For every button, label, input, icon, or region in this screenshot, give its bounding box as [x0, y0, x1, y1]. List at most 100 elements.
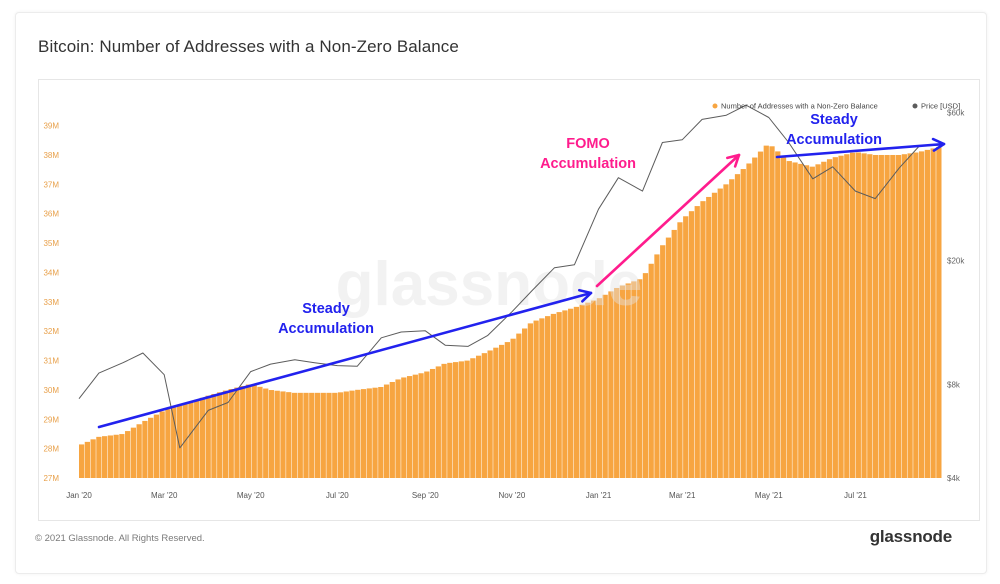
bar — [763, 145, 769, 478]
bar — [844, 154, 850, 478]
bar — [245, 384, 252, 478]
footer-copyright: © 2021 Glassnode. All Rights Reserved. — [35, 533, 205, 544]
x-tick-label: Jul '20 — [326, 491, 349, 500]
bar — [355, 389, 361, 478]
bar — [562, 310, 568, 478]
bar — [96, 436, 102, 478]
bar — [924, 149, 930, 478]
y-right-tick-label: $20k — [947, 257, 965, 266]
bar — [746, 163, 752, 478]
bar — [550, 313, 557, 478]
bar — [291, 392, 298, 478]
bar — [268, 390, 275, 478]
bar — [734, 174, 741, 478]
bar — [677, 222, 683, 478]
bar — [913, 152, 919, 478]
bar — [757, 151, 764, 478]
y-left-tick-label: 27M — [43, 474, 59, 483]
bar — [470, 358, 476, 478]
bar — [907, 153, 913, 478]
bar — [326, 392, 332, 478]
annotation-arrows — [97, 137, 946, 429]
y-left-tick-label: 30M — [43, 386, 59, 395]
bar — [815, 164, 821, 478]
y-left-tick-label: 38M — [43, 151, 59, 160]
bar — [752, 157, 758, 478]
bar — [585, 302, 591, 478]
bar — [792, 162, 798, 478]
watermark-group: glassnode — [336, 250, 643, 319]
bar — [654, 254, 660, 478]
bar — [930, 148, 936, 478]
bar — [240, 386, 246, 478]
bar — [194, 399, 200, 478]
annotations: Steady Accumulation FOMO Accumulation Steady… — [278, 112, 882, 337]
chart-card: Bitcoin: Number of Addresses with a Non-… — [15, 12, 987, 574]
footer-logo: glassnode — [869, 527, 952, 546]
bar — [343, 391, 349, 478]
annotation-steady-1-line: Steady — [302, 301, 350, 317]
bar — [142, 420, 148, 478]
bar — [435, 366, 441, 478]
bar — [539, 318, 545, 478]
bar — [447, 362, 453, 478]
bar — [711, 192, 718, 478]
bar — [625, 283, 631, 478]
bar — [579, 304, 585, 478]
annotation-steady-2-line: Steady — [810, 112, 858, 128]
bar — [332, 392, 338, 478]
bar — [798, 163, 804, 479]
bar — [487, 350, 493, 478]
bar — [79, 444, 85, 478]
arrow-steady-2-head — [931, 137, 946, 152]
bar — [786, 161, 792, 478]
bar — [861, 153, 867, 479]
bar — [918, 151, 925, 478]
bar — [119, 434, 125, 478]
bar — [527, 323, 534, 478]
bar — [688, 211, 695, 478]
x-tick-label: Jul '21 — [844, 491, 867, 500]
bar — [596, 298, 603, 478]
y-left-tick-label: 34M — [43, 268, 59, 277]
bar — [360, 389, 367, 478]
bar — [568, 308, 574, 478]
y-right-tick-label: $8k — [947, 380, 961, 389]
x-tick-label: Jan '20 — [66, 491, 92, 500]
bar — [199, 397, 206, 478]
bar — [832, 157, 838, 478]
x-tick-label: May '21 — [755, 491, 783, 500]
bar — [516, 333, 522, 478]
bar — [286, 392, 292, 478]
watermark: glassnode — [336, 250, 643, 319]
bar — [222, 390, 229, 478]
bar — [901, 154, 907, 478]
bar — [188, 401, 194, 478]
bar — [694, 206, 700, 478]
bar — [637, 279, 643, 478]
arrow-steady-1-head — [578, 288, 593, 303]
bar — [717, 188, 723, 479]
bar — [855, 152, 861, 478]
bar — [729, 179, 735, 478]
bar — [297, 392, 303, 478]
bar — [878, 154, 884, 478]
y-right-tick-label: $60k — [947, 108, 965, 117]
bar — [706, 196, 712, 478]
y-right-tick-label: $4k — [947, 474, 961, 483]
bar — [205, 395, 211, 478]
legend-swatch-bars — [712, 103, 718, 109]
bar — [452, 362, 459, 478]
bar — [153, 414, 160, 478]
bar — [107, 435, 114, 478]
bar — [309, 392, 315, 478]
legend-label-bars: Number of Addresses with a Non-Zero Bala… — [721, 102, 878, 111]
bar — [424, 371, 430, 478]
x-tick-label: Mar '21 — [669, 491, 696, 500]
bar — [826, 159, 833, 478]
bar — [671, 229, 677, 478]
bar — [838, 155, 844, 478]
x-tick-label: Sep '20 — [412, 491, 439, 500]
bar — [274, 390, 280, 478]
bar — [228, 389, 234, 478]
